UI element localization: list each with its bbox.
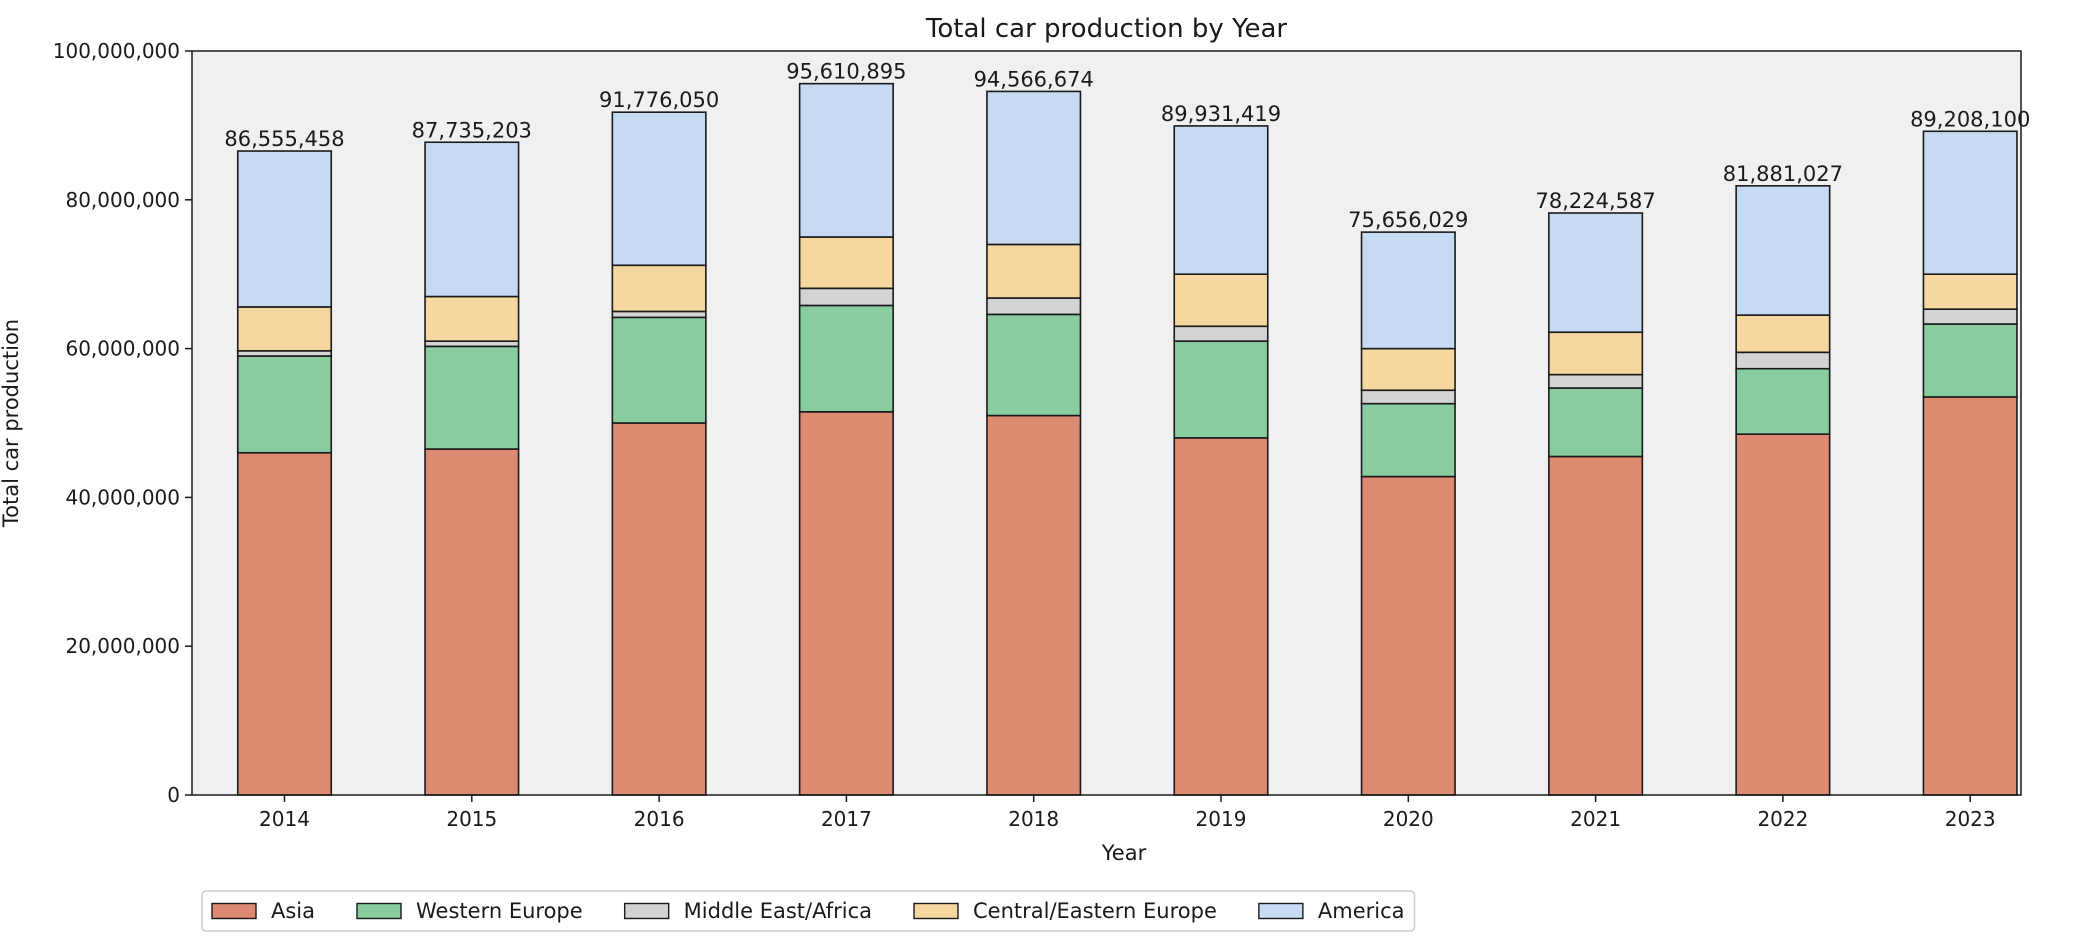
total-label-2016: 91,776,050	[599, 88, 719, 112]
bar-segment-central-eastern-europe-2023	[1922, 273, 2018, 310]
bar-segment-middle-east-africa-2023	[1922, 308, 2018, 325]
bar-segment-asia-2022	[1735, 433, 1831, 796]
x-tick-label-2014: 2014	[259, 807, 310, 831]
bar-segment-america-2014	[236, 150, 333, 308]
y-tick-label: 40,000,000	[65, 485, 180, 509]
total-label-2020: 75,656,029	[1348, 208, 1468, 232]
legend-label-western-europe: Western Europe	[416, 899, 583, 923]
bar-segment-asia-2023	[1922, 396, 2018, 796]
bar-segment-america-2018	[986, 90, 1082, 246]
total-label-2023: 89,208,100	[1910, 107, 2030, 131]
total-label-2018: 94,566,674	[974, 67, 1094, 91]
bar-segment-america-2017	[798, 82, 894, 238]
total-labels-group: 86,555,458 87,735,203 91,776,050 95,610,895…	[224, 60, 2030, 232]
legend: Asia Western Europe Middle East/Africa Cent…	[201, 890, 1416, 932]
y-tick-label: 0	[167, 783, 180, 807]
x-axis-ticks: 2014 2015 2016 2017 2018 2019 2020 2021 2022 2023	[259, 795, 1996, 831]
x-tick-label-2021: 2021	[1570, 807, 1621, 831]
legend-swatch-asia	[211, 902, 257, 920]
bar-segment-america-2016	[611, 111, 707, 267]
bars-group	[236, 82, 2018, 796]
x-axis-label: Year	[1101, 841, 1147, 865]
bar-segment-central-eastern-europe-2015	[424, 295, 520, 342]
bar-segment-middle-east-africa-2021	[1548, 373, 1644, 389]
bar-segment-asia-2016	[611, 422, 707, 796]
y-tick-label: 20,000,000	[65, 634, 180, 658]
bar-segment-western-europe-2015	[424, 345, 520, 450]
legend-swatch-central-eastern-europe	[913, 902, 959, 920]
bar-segment-central-eastern-europe-2017	[798, 236, 894, 290]
bar-segment-central-eastern-europe-2019	[1173, 273, 1269, 328]
total-label-2014: 86,555,458	[224, 127, 344, 151]
bar-segment-america-2023	[1922, 130, 2018, 275]
x-tick-label-2022: 2022	[1757, 807, 1808, 831]
x-tick-label-2015: 2015	[446, 807, 497, 831]
bar-segment-western-europe-2018	[986, 313, 1082, 417]
bar-segment-middle-east-africa-2018	[986, 297, 1082, 316]
legend-label-central-eastern-europe: Central/Eastern Europe	[973, 899, 1217, 923]
total-label-2015: 87,735,203	[412, 118, 532, 142]
bar-segment-america-2020	[1360, 231, 1456, 350]
bar-segment-western-europe-2023	[1922, 323, 2018, 398]
bar-segment-america-2022	[1735, 185, 1831, 316]
bar-segment-western-europe-2016	[611, 316, 707, 424]
x-tick-label-2023: 2023	[1945, 807, 1996, 831]
legend-swatch-western-europe	[356, 902, 402, 920]
plot-frame	[191, 50, 2022, 796]
x-tick-label-2020: 2020	[1383, 807, 1434, 831]
total-label-2017: 95,610,895	[786, 60, 906, 84]
total-label-2022: 81,881,027	[1723, 162, 1843, 186]
total-label-2019: 89,931,419	[1161, 102, 1281, 126]
bar-segment-central-eastern-europe-2021	[1548, 331, 1644, 376]
bar-segment-asia-2020	[1360, 475, 1456, 796]
bar-segment-america-2019	[1173, 125, 1269, 275]
x-tick-label-2016: 2016	[634, 807, 685, 831]
bar-segment-middle-east-africa-2019	[1173, 325, 1269, 342]
legend-label-middle-east-africa: Middle East/Africa	[684, 899, 872, 923]
bar-segment-asia-2019	[1173, 437, 1269, 796]
x-tick-label-2017: 2017	[821, 807, 872, 831]
x-tick-label-2018: 2018	[1008, 807, 1059, 831]
bar-segment-central-eastern-europe-2016	[611, 264, 707, 313]
bar-segment-central-eastern-europe-2022	[1735, 314, 1831, 354]
bar-segment-western-europe-2020	[1360, 402, 1456, 478]
bar-segment-central-eastern-europe-2020	[1360, 347, 1456, 392]
y-tick-label: 80,000,000	[65, 188, 180, 212]
bar-segment-western-europe-2014	[236, 355, 333, 454]
bar-segment-asia-2014	[236, 451, 333, 796]
bar-segment-asia-2021	[1548, 455, 1644, 796]
bar-segment-middle-east-africa-2022	[1735, 351, 1831, 370]
x-tick-label-2019: 2019	[1196, 807, 1247, 831]
bar-segment-america-2015	[424, 141, 520, 298]
bar-segment-asia-2015	[424, 448, 520, 796]
legend-frame	[201, 890, 1416, 932]
bar-segment-western-europe-2017	[798, 304, 894, 413]
bar-segment-middle-east-africa-2020	[1360, 389, 1456, 405]
bar-segment-middle-east-africa-2017	[798, 287, 894, 307]
legend-label-asia: Asia	[271, 899, 315, 923]
bar-segment-western-europe-2021	[1548, 387, 1644, 458]
legend-swatch-america	[1258, 902, 1304, 920]
bar-segment-asia-2018	[986, 414, 1082, 796]
bar-segment-america-2021	[1548, 212, 1644, 334]
y-axis-ticks: 0 20,000,000 40,000,000 60,000,000 80,000,00…	[53, 39, 192, 807]
bar-segment-asia-2017	[798, 411, 894, 796]
bar-segment-western-europe-2019	[1173, 340, 1269, 439]
total-label-2021: 78,224,587	[1535, 189, 1655, 213]
bar-segment-western-europe-2022	[1735, 367, 1831, 435]
y-tick-label: 100,000,000	[53, 39, 180, 63]
legend-swatch-middle-east-africa	[623, 902, 670, 920]
y-tick-label: 60,000,000	[65, 337, 180, 361]
legend-label-america: America	[1318, 899, 1405, 923]
chart-title: Total car production by Year	[925, 14, 1288, 44]
bar-segment-central-eastern-europe-2018	[986, 243, 1082, 299]
y-axis-label: Total car production	[0, 319, 23, 528]
bar-segment-middle-east-africa-2016	[611, 310, 707, 319]
bar-segment-central-eastern-europe-2014	[236, 306, 333, 352]
